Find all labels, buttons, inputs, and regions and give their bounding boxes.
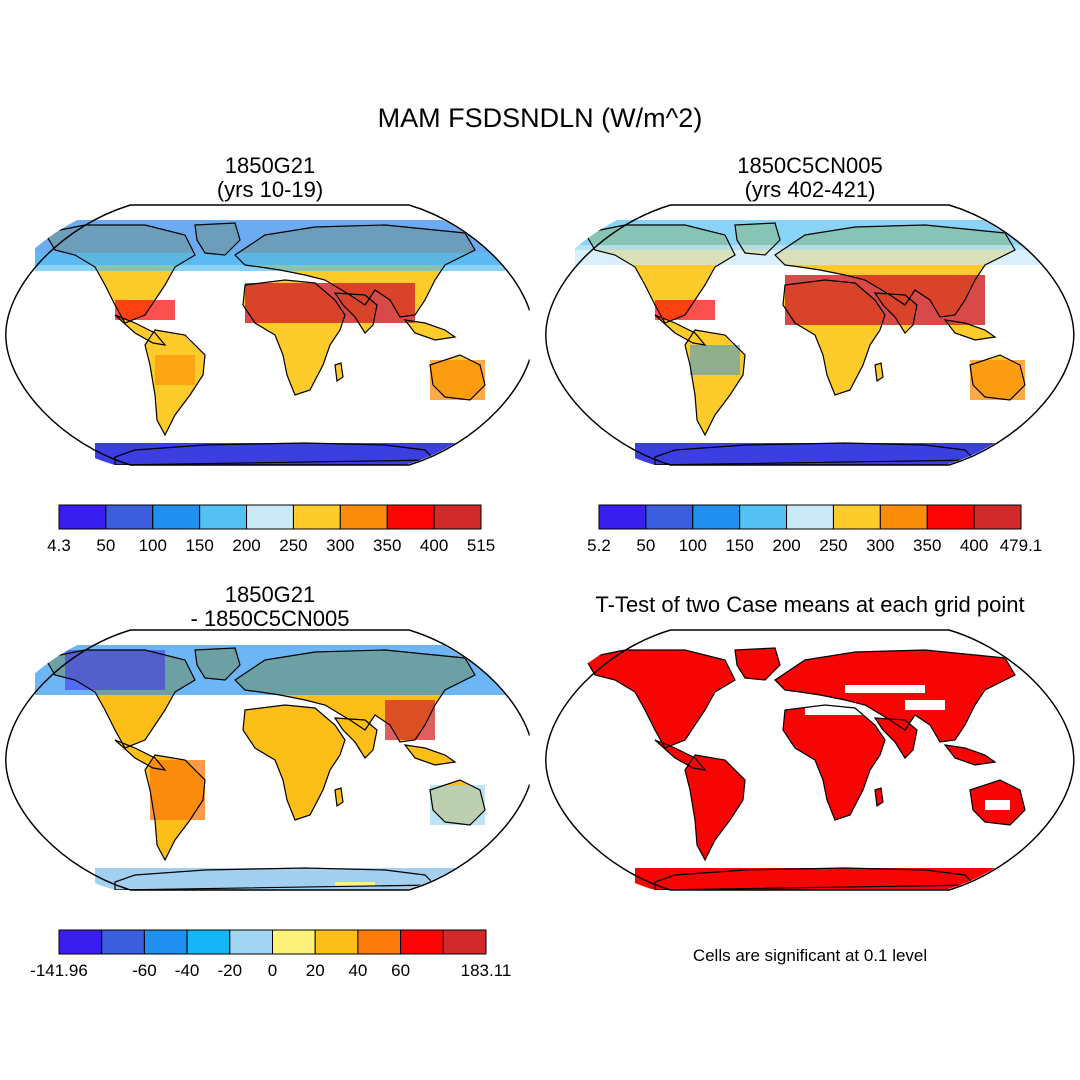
- cb2-swatch: [926, 504, 975, 530]
- cb3-swatch: [400, 929, 444, 955]
- cb2-swatch: [692, 504, 741, 530]
- cb3-swatch: [229, 929, 274, 955]
- cb3-swatch: [314, 929, 359, 955]
- colorbar-panel1: 4.3 50 100 150 200 250 300 350 400 515: [47, 504, 495, 555]
- cb1-swatch: [386, 504, 435, 530]
- cb1-label: 300: [326, 536, 354, 555]
- cb3-swatch: [58, 929, 103, 955]
- cb3-swatch: [442, 929, 487, 955]
- cb3-swatch: [272, 929, 316, 955]
- cb1-label: 100: [139, 536, 167, 555]
- map-panel2: [525, 204, 1075, 466]
- cb1-label: 515: [467, 536, 495, 555]
- panel3-title-line2: - 1850C5CN005: [190, 606, 350, 631]
- cb1-label: 350: [373, 536, 401, 555]
- cb1-swatch: [58, 504, 107, 530]
- cb3-label: 20: [306, 961, 325, 980]
- map-panel1: [0, 204, 535, 466]
- panel2-title-line2: (yrs 402-421): [744, 177, 876, 202]
- cb2-swatch: [739, 504, 788, 530]
- cb2-swatch: [832, 504, 881, 530]
- cb2-swatch: [598, 504, 647, 530]
- cb1-label: 200: [232, 536, 260, 555]
- cb2-label: 250: [819, 536, 847, 555]
- panel3-title: 1850G21 - 1850C5CN005: [120, 583, 420, 631]
- panel2-title-line1: 1850C5CN005: [737, 153, 883, 178]
- cb2-label: 5.2: [587, 536, 611, 555]
- cb2-label: 200: [772, 536, 800, 555]
- cb2-label: 400: [960, 536, 988, 555]
- cb1-swatch: [199, 504, 248, 530]
- colorbar-panel2: 5.2 50 100 150 200 250 300 350 400 479.1: [587, 504, 1043, 555]
- cb1-swatch: [292, 504, 341, 530]
- cb3-swatch: [143, 929, 188, 955]
- cb3-swatch: [101, 929, 145, 955]
- cb3-label: 0: [268, 961, 277, 980]
- cb2-swatch: [973, 504, 1022, 530]
- cb1-label: 4.3: [47, 536, 71, 555]
- cb3-label: -141.96: [30, 961, 88, 980]
- panel1-title-line2: (yrs 10-19): [216, 177, 324, 202]
- cb1-label: 250: [279, 536, 307, 555]
- cb3-swatch: [186, 929, 231, 955]
- cb2-swatch: [786, 504, 834, 530]
- cb3-label: 40: [348, 961, 367, 980]
- cb3-label: 60: [391, 961, 410, 980]
- panel1-title: 1850G21 (yrs 10-19): [120, 154, 420, 202]
- colorbar-panel3: -141.96 -60 -40 -20 0 20 40 60 183.11: [30, 929, 512, 980]
- cb2-label: 350: [913, 536, 941, 555]
- cb1-label: 150: [185, 536, 213, 555]
- cb1-swatch: [152, 504, 201, 530]
- cb3-label: -60: [132, 961, 157, 980]
- cb2-label: 100: [679, 536, 707, 555]
- cb1-swatch: [339, 504, 388, 530]
- cb2-swatch: [879, 504, 928, 530]
- cb2-label: 300: [866, 536, 894, 555]
- map-panel3: [0, 629, 535, 891]
- cb3-label: 183.11: [461, 961, 512, 980]
- cb2-swatch: [645, 504, 694, 530]
- cb3-label: -40: [175, 961, 200, 980]
- panel2-title: 1850C5CN005 (yrs 402-421): [660, 154, 960, 202]
- cb3-label: -20: [218, 961, 243, 980]
- ttest-footnote: Cells are significant at 0.1 level: [692, 946, 928, 965]
- cb1-label: 50: [96, 536, 115, 555]
- cb2-label: 479.1: [1000, 536, 1043, 555]
- cb2-label: 50: [636, 536, 655, 555]
- cb1-swatch: [105, 504, 154, 530]
- cb1-label: 400: [420, 536, 448, 555]
- map-panel4: [525, 629, 1075, 891]
- ttest-title: T-Test of two Case means at each grid po…: [595, 592, 1025, 617]
- cb3-swatch: [357, 929, 402, 955]
- main-title: MAM FSDSNDLN (W/m^2): [377, 103, 703, 133]
- panel1-title-line1: 1850G21: [224, 153, 316, 178]
- cb2-label: 150: [725, 536, 753, 555]
- cb1-swatch: [246, 504, 294, 530]
- cb1-swatch: [433, 504, 482, 530]
- panel3-title-line1: 1850G21: [224, 582, 316, 607]
